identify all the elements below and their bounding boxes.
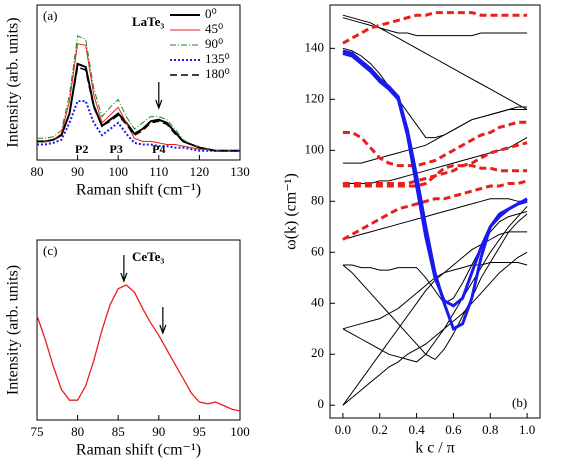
series-line	[342, 164, 528, 188]
x-tick-label: 110	[149, 164, 168, 179]
y-tick-label: 0	[318, 396, 325, 411]
legend-label: 180⁰	[205, 66, 230, 81]
x-tick-label: 100	[108, 164, 128, 179]
series-line	[342, 51, 528, 308]
arrow	[120, 255, 128, 283]
x-tick-label: 1.0	[519, 422, 535, 437]
y-tick-label: 40	[311, 294, 324, 309]
plot-frame	[36, 4, 241, 161]
series-line	[36, 284, 241, 412]
y-axis-label: Intensity (arb. units)	[5, 17, 22, 147]
series-line	[342, 213, 528, 361]
y-tick-label: 140	[305, 39, 325, 54]
y-axis-label: Intensity (arb. units)	[5, 265, 22, 395]
legend-label: 135⁰	[205, 51, 230, 66]
x-axis-label: k c / π	[415, 440, 455, 457]
series-line	[342, 206, 528, 363]
x-tick-label: 0.6	[445, 422, 462, 437]
y-tick-label: 120	[305, 90, 325, 105]
x-tick-label: 0.2	[372, 422, 388, 437]
x-axis-label: Raman shift (cm⁻¹)	[76, 442, 201, 459]
series-line	[342, 211, 528, 304]
series-line	[37, 35, 240, 152]
series-line	[342, 17, 528, 37]
x-tick-label: 0.8	[482, 422, 498, 437]
x-tick-label: 130	[230, 164, 250, 179]
x-tick-label: 95	[193, 424, 206, 439]
y-tick-label: 80	[311, 192, 324, 207]
peak-label: P4	[152, 142, 165, 156]
x-tick-label: 0.0	[335, 422, 351, 437]
x-tick-label: 75	[31, 424, 44, 439]
arrow	[159, 307, 167, 335]
x-axis-label: Raman shift (cm⁻¹)	[76, 182, 201, 199]
series-line	[342, 49, 528, 331]
y-tick-label: 60	[311, 243, 324, 258]
series-line	[342, 251, 528, 406]
panel-label: (c)	[43, 243, 57, 258]
legend-label: 45⁰	[205, 21, 223, 36]
series-line	[37, 65, 240, 152]
series-line	[342, 14, 528, 110]
x-tick-label: 90	[71, 164, 84, 179]
sample-label: CeTe₃	[132, 249, 164, 264]
series-line	[342, 11, 528, 45]
series-line	[342, 120, 528, 168]
x-tick-label: 100	[230, 424, 250, 439]
series-line	[342, 198, 528, 240]
series-line	[342, 179, 528, 241]
series-line	[342, 231, 528, 406]
panel-label: (b)	[512, 395, 527, 410]
x-tick-label: 90	[152, 424, 165, 439]
peak-label: P2	[75, 142, 88, 156]
series-line	[342, 47, 528, 139]
x-tick-label: 80	[31, 164, 44, 179]
legend-label: 0⁰	[205, 6, 217, 21]
series-line	[342, 141, 528, 185]
legend-label: 90⁰	[205, 36, 223, 51]
sample-label: LaTe₃	[132, 14, 164, 29]
panel-label: (a)	[43, 8, 57, 23]
peak-label: P3	[109, 142, 122, 156]
y-tick-label: 100	[305, 141, 325, 156]
x-tick-label: 0.4	[408, 422, 425, 437]
y-axis-label: ω(k) (cm⁻¹)	[283, 173, 300, 250]
y-tick-label: 20	[311, 345, 324, 360]
x-tick-label: 120	[190, 164, 210, 179]
x-tick-label: 85	[112, 424, 125, 439]
arrow	[155, 82, 163, 110]
series-line	[342, 109, 528, 164]
plot-frame	[329, 4, 541, 419]
x-tick-label: 80	[71, 424, 84, 439]
plot-frame	[36, 239, 241, 421]
